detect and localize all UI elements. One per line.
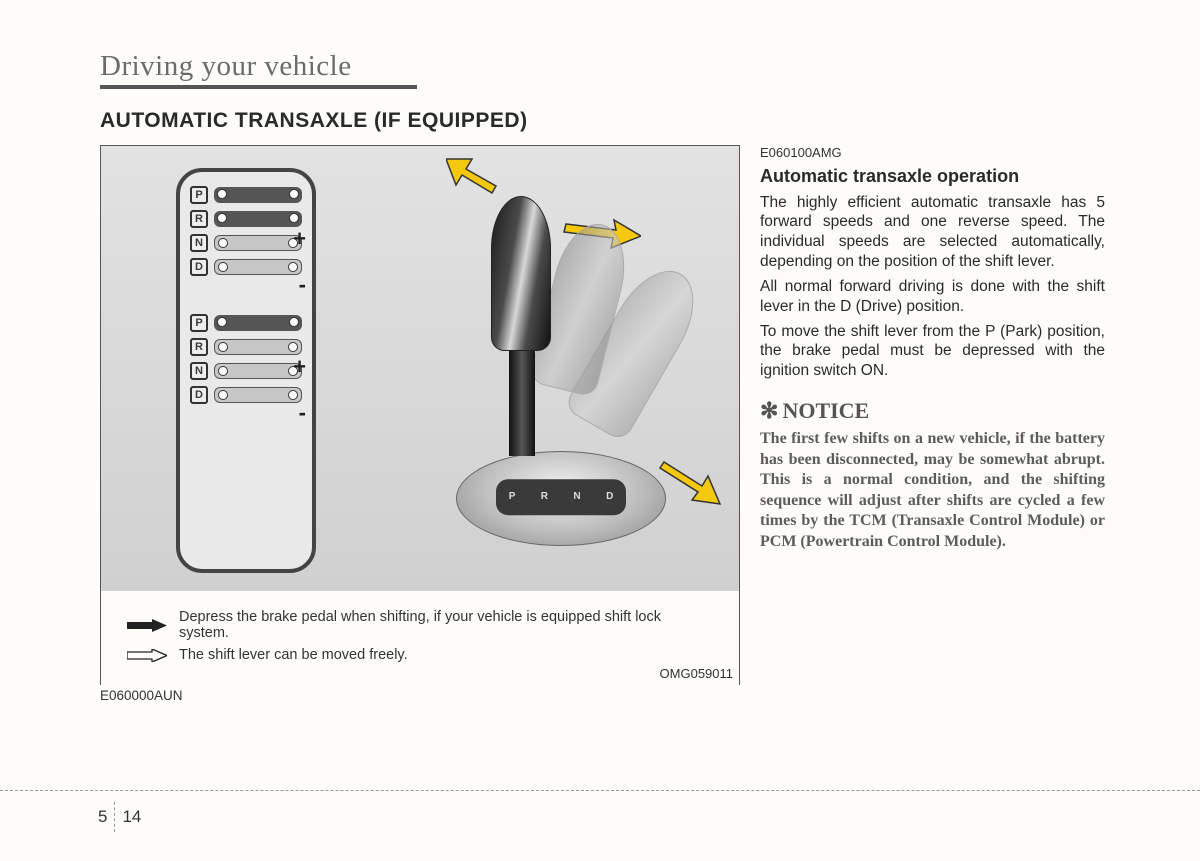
knob-neck bbox=[509, 336, 535, 456]
page-number-separator bbox=[114, 802, 115, 832]
page-number: 5 14 bbox=[98, 802, 141, 832]
legend-text: Depress the brake pedal when shifting, i… bbox=[179, 609, 713, 641]
section-title: AUTOMATIC TRANSAXLE (IF EQUIPPED) bbox=[100, 109, 1105, 133]
figure-id-right: OMG059011 bbox=[660, 666, 733, 681]
gear-label: N bbox=[190, 362, 208, 380]
chapter-title: Driving your vehicle bbox=[100, 50, 417, 89]
notice-body: The first few shifts on a new vehicle, i… bbox=[760, 429, 1105, 552]
arrow-icon bbox=[656, 456, 726, 511]
shift-base: P R N D bbox=[456, 451, 666, 546]
gear-knob-illustration: P R N D bbox=[386, 156, 726, 576]
text-column: E060100AMG Automatic transaxle operation… bbox=[760, 145, 1105, 703]
legend-row: Depress the brake pedal when shifting, i… bbox=[127, 609, 713, 641]
gate-group-top: P R N+ D- bbox=[190, 186, 302, 276]
gear-label: D bbox=[190, 386, 208, 404]
slot-label: D bbox=[606, 491, 613, 502]
doc-code: E060100AMG bbox=[760, 145, 1105, 162]
sub-heading: Automatic transaxle operation bbox=[760, 165, 1105, 188]
plus-icon: + bbox=[293, 226, 306, 252]
slot-label: R bbox=[541, 491, 548, 502]
shift-base-slot: P R N D bbox=[496, 479, 626, 515]
page-section-number: 5 bbox=[98, 807, 107, 827]
gear-label: R bbox=[190, 210, 208, 228]
gear-label: P bbox=[190, 186, 208, 204]
hollow-arrow-icon bbox=[127, 649, 167, 662]
figure-frame: P R N+ D- P R N+ D- bbox=[100, 145, 740, 685]
arrow-icon bbox=[446, 151, 516, 201]
footer-divider bbox=[0, 790, 1200, 791]
figure-id-below: E060000AUN bbox=[100, 688, 740, 703]
paragraph: All normal forward driving is done with … bbox=[760, 277, 1105, 317]
minus-icon: - bbox=[299, 272, 306, 298]
legend-text: The shift lever can be moved freely. bbox=[179, 647, 408, 663]
gear-label: N bbox=[190, 234, 208, 252]
slot-label: N bbox=[573, 491, 580, 502]
gear-label: R bbox=[190, 338, 208, 356]
legend-row: The shift lever can be moved freely. bbox=[127, 647, 713, 663]
plus-icon: + bbox=[293, 354, 306, 380]
solid-arrow-icon bbox=[127, 619, 167, 632]
gear-label: P bbox=[190, 314, 208, 332]
page-page-number: 14 bbox=[122, 807, 141, 827]
figure-legend: Depress the brake pedal when shifting, i… bbox=[101, 591, 739, 686]
notice-label: NOTICE bbox=[782, 397, 869, 425]
gear-label: D bbox=[190, 258, 208, 276]
shift-gate-panel: P R N+ D- P R N+ D- bbox=[176, 168, 316, 573]
minus-icon: - bbox=[299, 400, 306, 426]
notice-symbol-icon: ✻ bbox=[760, 397, 778, 425]
figure-illustration: P R N+ D- P R N+ D- bbox=[101, 146, 739, 591]
notice-heading: ✻ NOTICE bbox=[760, 397, 1105, 425]
gate-group-bottom: P R N+ D- bbox=[190, 314, 302, 404]
paragraph: The highly efficient automatic transaxle… bbox=[760, 193, 1105, 272]
slot-label: P bbox=[509, 491, 516, 502]
paragraph: To move the shift lever from the P (Park… bbox=[760, 322, 1105, 381]
knob-main bbox=[491, 196, 551, 351]
figure-block: P R N+ D- P R N+ D- bbox=[100, 145, 740, 703]
